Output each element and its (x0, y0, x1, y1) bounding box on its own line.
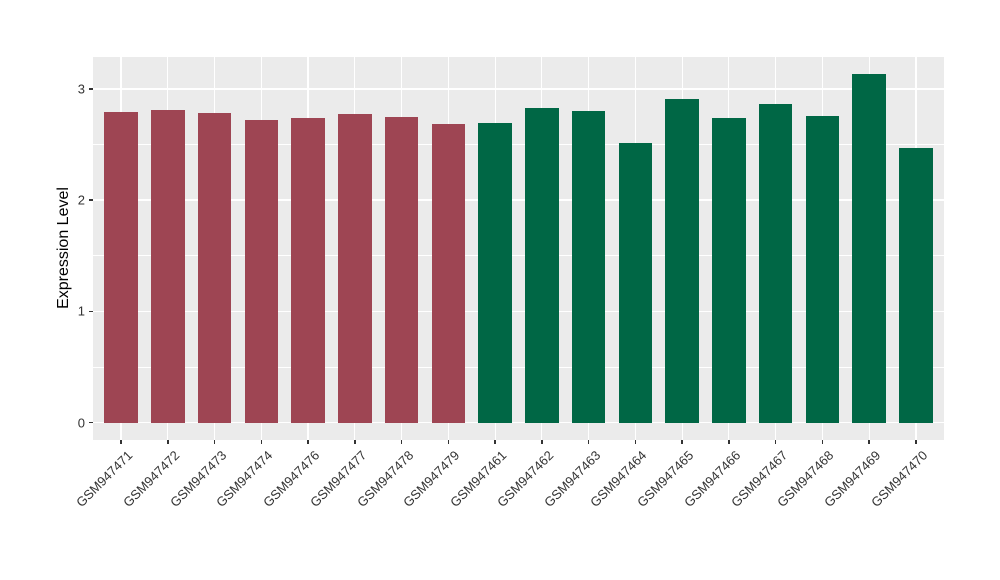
x-tick-mark (541, 440, 543, 444)
x-tick-mark (681, 440, 683, 444)
y-tick-label: 2 (77, 192, 85, 208)
x-tick-mark (728, 440, 730, 444)
y-tick-mark (89, 199, 93, 201)
y-tick-label: 3 (77, 81, 85, 97)
y-major-gridline (93, 199, 944, 201)
bar (431, 124, 466, 423)
x-tick-mark (494, 440, 496, 444)
bar (665, 98, 699, 423)
x-tick-mark (915, 440, 917, 444)
y-major-gridline (93, 310, 944, 313)
y-minor-gridline (93, 144, 944, 145)
bar (151, 109, 185, 423)
y-tick-mark (89, 310, 93, 313)
plot-panel (93, 57, 944, 440)
x-tick-mark (354, 440, 356, 444)
bar (852, 74, 886, 423)
bar (338, 114, 372, 423)
bar (384, 116, 419, 423)
bar (291, 117, 325, 423)
bar (805, 115, 840, 423)
y-tick-label: 0 (77, 415, 85, 431)
x-tick-mark (774, 440, 777, 444)
y-tick-mark (89, 88, 93, 90)
y-minor-gridline (93, 255, 944, 257)
x-tick-mark (587, 440, 590, 444)
x-tick-mark (447, 440, 450, 444)
bar (197, 113, 232, 423)
y-minor-gridline (93, 366, 944, 368)
x-tick-mark (400, 440, 403, 444)
bar (571, 111, 606, 423)
x-tick-mark (868, 440, 870, 444)
x-tick-mark (307, 440, 309, 444)
bar (525, 107, 559, 423)
bar (618, 143, 653, 423)
bar (758, 104, 793, 423)
x-tick-mark (634, 440, 637, 444)
x-tick-mark (120, 440, 122, 444)
x-tick-mark (260, 440, 263, 444)
x-tick-mark (821, 440, 824, 444)
x-tick-label: GSM947470 (868, 447, 931, 510)
y-tick-mark (89, 421, 93, 424)
bar (104, 112, 138, 423)
bar (899, 147, 933, 423)
bar (244, 119, 279, 423)
y-major-gridline (93, 421, 944, 424)
bar (712, 117, 746, 423)
bar (478, 123, 512, 423)
x-tick-mark (213, 440, 216, 444)
y-major-gridline (93, 88, 944, 90)
y-tick-label: 1 (77, 303, 85, 319)
x-tick-mark (167, 440, 169, 444)
